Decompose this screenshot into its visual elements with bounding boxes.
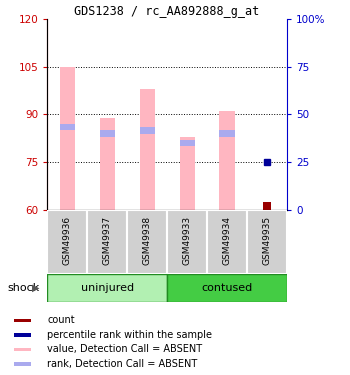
Bar	[87, 210, 127, 274]
Text: GSM49934: GSM49934	[223, 216, 232, 265]
Bar	[219, 111, 234, 210]
Bar	[140, 89, 155, 210]
Text: uninjured: uninjured	[80, 283, 134, 293]
Bar	[180, 137, 195, 210]
Bar	[180, 140, 195, 146]
Bar	[127, 210, 167, 274]
Text: ▶: ▶	[32, 283, 39, 293]
Text: GSM49936: GSM49936	[63, 216, 72, 265]
Bar	[14, 319, 30, 322]
Bar	[167, 274, 287, 302]
Bar	[247, 210, 287, 274]
Text: percentile rank within the sample: percentile rank within the sample	[47, 330, 212, 340]
Text: value, Detection Call = ABSENT: value, Detection Call = ABSENT	[47, 345, 202, 354]
Bar	[14, 333, 30, 337]
Text: GSM49938: GSM49938	[143, 216, 152, 265]
Text: contused: contused	[202, 283, 253, 293]
Bar	[207, 210, 247, 274]
Bar	[60, 124, 75, 130]
Text: count: count	[47, 315, 75, 326]
Bar	[100, 130, 115, 137]
Text: GSM49933: GSM49933	[183, 216, 191, 265]
Title: GDS1238 / rc_AA892888_g_at: GDS1238 / rc_AA892888_g_at	[75, 4, 260, 18]
Bar	[219, 130, 234, 137]
Bar	[47, 210, 87, 274]
Bar	[60, 67, 75, 210]
Text: GSM49937: GSM49937	[103, 216, 112, 265]
Text: GSM49935: GSM49935	[262, 216, 272, 265]
Bar	[47, 274, 167, 302]
Bar	[140, 127, 155, 134]
Bar	[167, 210, 207, 274]
Bar	[262, 202, 271, 210]
Text: rank, Detection Call = ABSENT: rank, Detection Call = ABSENT	[47, 359, 197, 369]
Bar	[14, 362, 30, 366]
Bar	[14, 348, 30, 351]
Text: shock: shock	[7, 283, 39, 293]
Bar	[100, 118, 115, 210]
